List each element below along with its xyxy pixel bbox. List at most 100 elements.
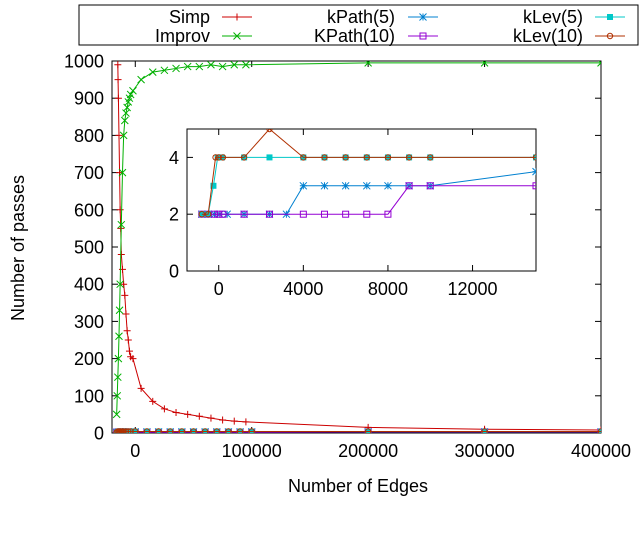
main-point-klev-5 xyxy=(178,428,185,433)
legend-label-simp: Simp xyxy=(169,7,210,27)
main-point-improv xyxy=(113,391,122,400)
inset-point-kpath-5 xyxy=(299,181,308,190)
main-point-improv xyxy=(113,373,122,382)
main-point-simp xyxy=(137,384,145,392)
inset-point-kpath-10 xyxy=(219,210,227,218)
main-y-tick-label: 300 xyxy=(74,312,104,332)
inset-point-kpath-10 xyxy=(210,210,218,218)
main-point-klev-5 xyxy=(143,428,150,433)
main-y-tick-label: 1000 xyxy=(64,51,104,71)
inset-point-kpath-10 xyxy=(240,210,248,218)
legend-marker-kpath-10 xyxy=(419,32,427,40)
inset-x-tick-label: 4000 xyxy=(283,279,323,299)
main-y-tick-label: 0 xyxy=(94,423,104,443)
legend-label-klev-10: kLev(10) xyxy=(513,26,583,46)
main-point-improv xyxy=(129,86,137,95)
main-point-klev-5 xyxy=(202,428,209,433)
legend-box xyxy=(78,4,639,46)
main-point-simp xyxy=(124,336,132,344)
main-point-improv xyxy=(183,62,192,71)
inset-point-klev-10 xyxy=(532,154,536,161)
legend-marker-improv xyxy=(233,32,241,40)
inset-point-klev-10 xyxy=(240,154,248,161)
main-point-klev-5 xyxy=(237,428,244,433)
main-point-simp xyxy=(219,416,227,424)
inset-point-klev-10 xyxy=(342,154,349,161)
main-point-improv xyxy=(160,66,169,75)
main-point-improv xyxy=(137,75,145,84)
main-y-tick-label: 500 xyxy=(74,237,104,257)
inset-point-kpath-10 xyxy=(384,210,392,218)
main-point-simp xyxy=(121,291,129,299)
inset-y-tick-label: 2 xyxy=(169,205,179,225)
main-point-klev-5 xyxy=(132,428,139,433)
main-point-klev-5 xyxy=(365,428,372,433)
inset-point-kpath-10 xyxy=(320,210,328,218)
main-point-improv xyxy=(118,168,127,177)
main-x-tick-label: 0 xyxy=(130,441,140,461)
inset-point-kpath-10 xyxy=(426,182,434,190)
legend-label-kpath-10: KPath(10) xyxy=(314,26,395,46)
main-point-improv xyxy=(207,61,215,69)
main-point-simp xyxy=(123,327,131,335)
main-point-klev-10 xyxy=(213,428,220,433)
main-point-simp xyxy=(114,76,122,84)
inset-point-klev-5 xyxy=(266,154,273,161)
inset-point-kpath-5 xyxy=(362,181,371,190)
main-point-klev-10 xyxy=(122,428,130,433)
main-point-improv xyxy=(148,68,157,77)
main-point-simp xyxy=(125,347,133,355)
main-point-klev-10 xyxy=(364,428,372,433)
inset-point-klev-10 xyxy=(427,154,434,161)
inset-point-kpath-5 xyxy=(320,181,329,190)
main-point-simp xyxy=(195,412,203,420)
legend-label-kpath-5: kPath(5) xyxy=(327,7,395,27)
main-point-klev-10 xyxy=(167,428,174,433)
main-point-simp xyxy=(184,410,192,418)
main-point-klev-10 xyxy=(225,428,232,433)
inset-frame xyxy=(186,128,537,272)
main-point-improv xyxy=(116,280,125,289)
inset-point-kpath-10 xyxy=(299,210,307,218)
main-point-simp xyxy=(242,418,250,426)
legend-marker-simp xyxy=(233,13,241,21)
inset-point-klev-10 xyxy=(266,129,273,133)
main-x-tick-label: 300000 xyxy=(455,441,515,461)
main-point-klev-10 xyxy=(236,428,244,433)
inset-series-kpath-10 xyxy=(198,182,536,218)
main-y-tick-label: 200 xyxy=(74,349,104,369)
main-point-simp xyxy=(160,405,168,413)
main-point-klev-10 xyxy=(125,428,132,433)
main-series-klev-10 xyxy=(113,428,601,433)
inset-point-klev-10 xyxy=(212,154,219,161)
legend-marker-kpath-5 xyxy=(419,13,427,21)
main-x-tick-label: 400000 xyxy=(571,441,631,461)
main-point-klev-5 xyxy=(598,428,601,433)
main-point-klev-10 xyxy=(201,428,209,433)
main-point-improv xyxy=(172,64,180,73)
main-point-klev-5 xyxy=(167,428,174,433)
main-point-klev-5 xyxy=(155,428,162,433)
main-point-simp xyxy=(116,206,124,214)
main-point-klev-10 xyxy=(481,428,488,433)
main-point-improv xyxy=(115,332,123,341)
main-point-improv xyxy=(230,61,239,69)
main-line-improv xyxy=(116,62,601,415)
main-point-klev-10 xyxy=(143,428,151,433)
legend-marker-klev-5 xyxy=(607,14,613,20)
x-axis-label: Number of Edges xyxy=(288,476,428,496)
main-point-klev-10 xyxy=(597,428,601,433)
main-point-simp xyxy=(230,417,238,425)
main-point-improv xyxy=(115,306,124,315)
main-y-tick-label: 800 xyxy=(74,126,104,146)
inset-plot: 0 4000 8000 12000 0 2 4 xyxy=(169,128,537,299)
inset-point-klev-10 xyxy=(384,154,392,161)
main-point-improv xyxy=(597,61,601,67)
main-point-simp xyxy=(122,310,130,318)
main-point-klev-5 xyxy=(481,428,488,433)
main-point-klev-10 xyxy=(155,428,162,433)
main-point-improv xyxy=(117,220,126,229)
inset-point-klev-10 xyxy=(219,154,227,161)
inset-point-klev-10 xyxy=(198,211,206,218)
